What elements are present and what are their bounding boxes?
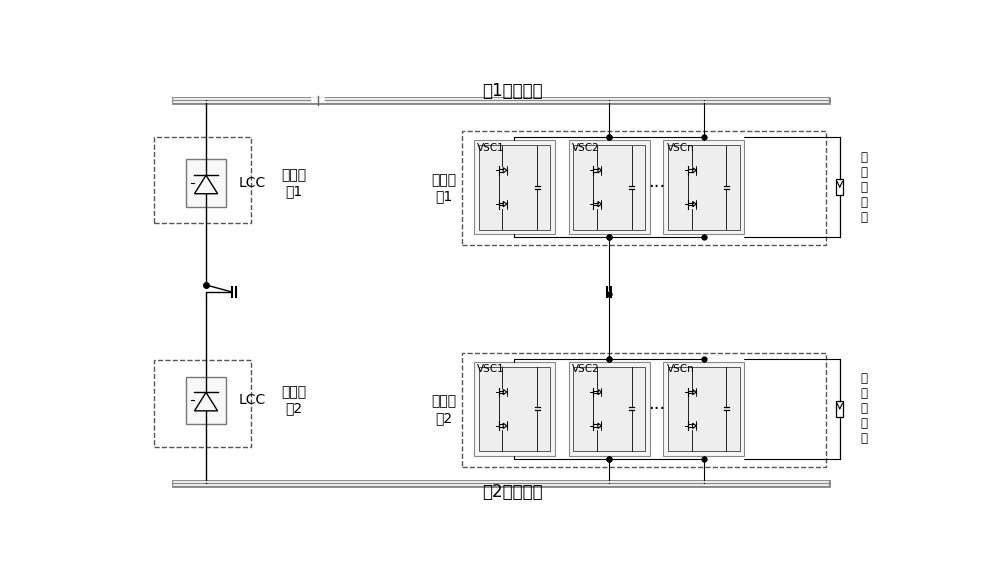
Text: VSC1: VSC1 <box>477 364 505 375</box>
Text: 逆变站
极1: 逆变站 极1 <box>431 173 456 203</box>
Bar <box>573 145 645 229</box>
Bar <box>474 362 555 456</box>
Text: VSCn: VSCn <box>667 364 694 375</box>
Bar <box>836 401 843 417</box>
Bar <box>573 366 645 451</box>
Text: 并
联
避
雷
器: 并 联 避 雷 器 <box>861 151 868 224</box>
Bar <box>154 137 251 223</box>
Bar <box>479 366 550 451</box>
Text: 极1直流线路: 极1直流线路 <box>482 81 543 99</box>
Text: VSC1: VSC1 <box>477 143 505 153</box>
Bar <box>668 145 740 229</box>
Bar <box>479 145 550 229</box>
Text: 逆变站
极2: 逆变站 极2 <box>431 395 456 425</box>
Text: VSC2: VSC2 <box>572 364 600 375</box>
Text: ···: ··· <box>648 400 665 418</box>
Text: VSC2: VSC2 <box>572 143 600 153</box>
Bar <box>186 160 226 207</box>
Text: LCC: LCC <box>238 394 266 407</box>
Bar <box>462 131 826 245</box>
Text: ···: ··· <box>648 178 665 196</box>
Text: 整流站
极1: 整流站 极1 <box>282 168 307 198</box>
Text: 整流站
极2: 整流站 极2 <box>282 386 307 416</box>
Bar <box>663 140 744 234</box>
Bar <box>663 362 744 456</box>
Bar <box>569 362 650 456</box>
Text: 并
联
避
雷
器: 并 联 避 雷 器 <box>861 372 868 446</box>
Bar <box>836 180 843 195</box>
Text: 极2直流线路: 极2直流线路 <box>482 483 543 501</box>
Bar <box>569 140 650 234</box>
Bar <box>668 366 740 451</box>
Bar <box>474 140 555 234</box>
Bar <box>186 377 226 424</box>
Text: VSCn: VSCn <box>667 143 694 153</box>
Text: LCC: LCC <box>238 176 266 190</box>
Bar <box>154 361 251 447</box>
Bar <box>462 353 826 466</box>
